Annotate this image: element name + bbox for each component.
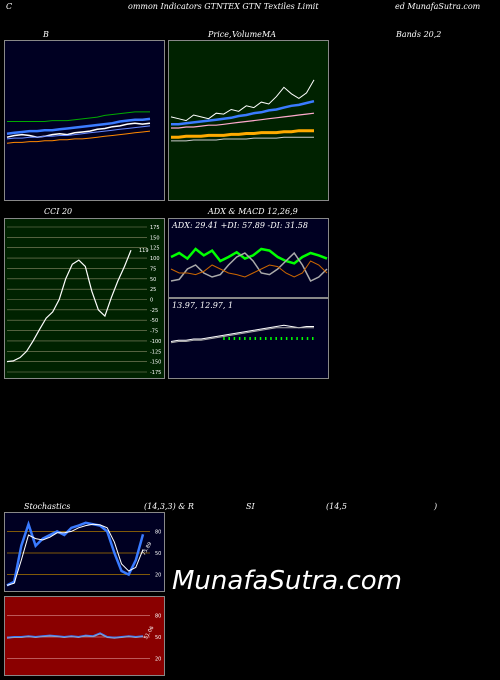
macd-histogram-bar xyxy=(265,337,267,340)
cci-tick-label: 25 xyxy=(150,287,156,293)
cci-tick-label: 50 xyxy=(150,277,156,283)
macd-histogram-bar xyxy=(275,337,277,340)
cci-chart: 175 150 125 100 75 50 25 0 -25 -50 -75 -100 -125 -150… xyxy=(6,225,161,376)
bollinger-chart xyxy=(6,111,151,144)
rsi-tick-label: 50 xyxy=(155,635,161,641)
cci-tick-label: -25 xyxy=(150,308,158,314)
rsi-last-label: 51.06 xyxy=(143,625,155,640)
stoch-tick-label: 50 xyxy=(155,551,161,557)
title-stoch-params: (14,3,3) & R xyxy=(144,502,194,511)
stoch-d-line xyxy=(6,523,144,586)
cci-tick-label: 175 xyxy=(150,225,160,231)
header-left: C xyxy=(6,2,13,11)
price-panel xyxy=(168,40,329,201)
adx-chart xyxy=(170,247,328,282)
cci-tick-label: 100 xyxy=(150,256,160,262)
ma-blue-line xyxy=(171,99,315,126)
adx-minus-di-line xyxy=(170,251,328,282)
cci-line xyxy=(6,249,132,363)
macd-histogram-bar xyxy=(291,337,293,340)
price-line xyxy=(170,79,315,122)
bb-ma-line xyxy=(6,130,151,144)
bb-middle-band xyxy=(6,117,151,135)
cci-tick-label: -125 xyxy=(150,349,161,355)
title-si-close: ) xyxy=(434,502,438,511)
macd-histogram-bar xyxy=(296,337,298,340)
ma-orange-line xyxy=(171,129,314,139)
macd-histogram-bar xyxy=(223,337,225,340)
title-adx-macd: ADX & MACD 12,26,9 xyxy=(208,207,298,216)
macd-histogram-bar xyxy=(306,337,309,340)
title-si-params: (14,5 xyxy=(326,502,347,511)
cci-tick-label: 0 xyxy=(150,298,153,304)
title-cci: CCI 20 xyxy=(44,207,73,216)
cci-tick-label: 150 xyxy=(150,235,160,241)
macd-panel: 13.97, 12.97, 1 xyxy=(168,298,329,379)
stochastics-panel: 80 50 20 75.89 xyxy=(4,512,165,592)
bollinger-panel xyxy=(4,40,165,201)
title-bands: Bands 20,2 xyxy=(396,30,442,39)
macd-signal-line xyxy=(170,327,314,344)
macd-histogram-bar xyxy=(312,337,314,340)
header-title: ommon Indicators GTNTEX GTN Textiles Lim… xyxy=(128,2,319,11)
macd-histogram-bar xyxy=(244,337,246,340)
stoch-last-label: 75.89 xyxy=(141,541,153,556)
cci-tick-label: 75 xyxy=(150,266,156,272)
title-si: SI xyxy=(246,502,255,511)
cci-tick-label: -150 xyxy=(150,360,161,366)
bb-upper-band xyxy=(7,111,150,122)
macd-histogram-bar xyxy=(285,337,288,340)
bb-lower-band xyxy=(6,125,151,140)
rsi-panel: 80 50 20 51.06 xyxy=(4,596,165,676)
title-stochastics: Stochastics xyxy=(24,502,71,511)
rsi-ma-line xyxy=(6,633,144,639)
cci-tick-label: 125 xyxy=(150,246,160,252)
macd-label: 13.97, 12.97, 1 xyxy=(172,301,234,310)
bb-price-line xyxy=(6,122,151,138)
title-bollinger: B xyxy=(43,30,49,39)
macd-histogram-bar xyxy=(228,337,230,340)
stoch-tick-label: 80 xyxy=(155,529,161,535)
stoch-k-line xyxy=(6,520,145,587)
macd-chart xyxy=(170,324,314,344)
adx-panel: ADX: 29.41 +DI: 57.89 -DI: 31.58 xyxy=(168,218,329,298)
cci-tick-label: -75 xyxy=(150,329,158,335)
stochastics-chart: 80 50 20 75.89 xyxy=(6,520,161,587)
macd-histogram-bar xyxy=(233,337,236,340)
macd-line xyxy=(170,324,314,342)
macd-histogram-bar xyxy=(270,337,272,340)
cci-tick-label: -100 xyxy=(150,339,161,345)
cci-tick-label: -50 xyxy=(150,318,158,324)
cci-tick-label: -175 xyxy=(150,370,161,376)
ma-grey-line xyxy=(171,136,314,142)
ma-pink-line xyxy=(171,112,315,129)
title-price: Price, xyxy=(208,30,232,39)
cci-panel: 175 150 125 100 75 50 25 0 -25 -50 -75 -100 -125 -150… xyxy=(4,218,165,379)
rsi-chart: 80 50 20 51.06 xyxy=(6,613,161,663)
watermark: MunafaSutra.com xyxy=(172,566,403,596)
macd-histogram-bar xyxy=(249,337,251,340)
cci-last-label: 119 xyxy=(139,248,149,254)
adx-line xyxy=(170,260,328,278)
adx-label: ADX: 29.41 +DI: 57.89 -DI: 31.58 xyxy=(172,221,308,230)
macd-histogram-bar xyxy=(259,337,262,340)
price-ma-chart xyxy=(170,79,315,142)
title-volume: Volume xyxy=(232,30,262,39)
macd-histogram-bar xyxy=(280,337,283,340)
macd-histogram-bar xyxy=(301,337,304,340)
rsi-tick-label: 20 xyxy=(155,657,161,663)
macd-histogram-bar xyxy=(238,337,241,340)
header-site: ed MunafaSutra.com xyxy=(395,2,481,11)
title-ma: MA xyxy=(262,30,276,39)
rsi-tick-label: 80 xyxy=(155,613,161,619)
stoch-tick-label: 20 xyxy=(155,573,161,579)
macd-histogram-bar xyxy=(254,337,257,340)
